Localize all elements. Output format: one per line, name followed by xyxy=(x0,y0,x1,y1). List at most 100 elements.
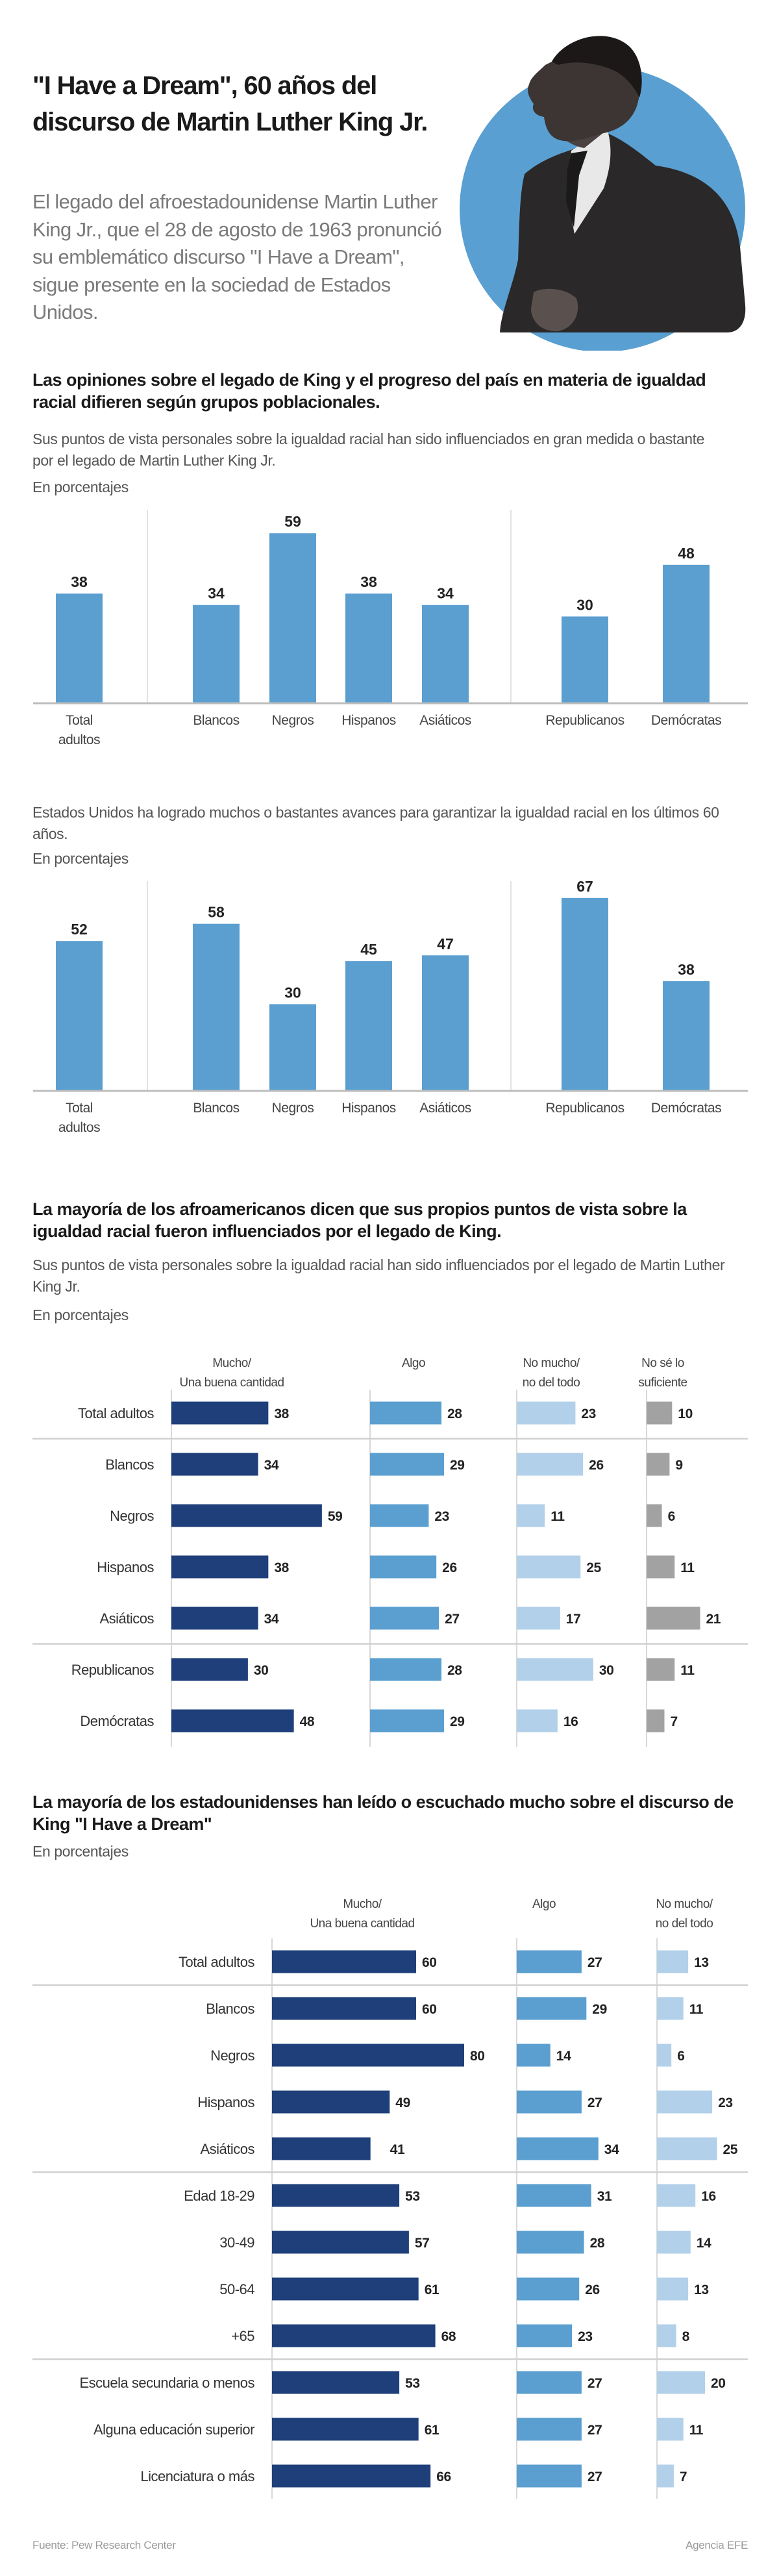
bar-segment xyxy=(647,1709,665,1732)
row-label: Negros xyxy=(210,2047,254,2064)
row-label: Hispanos xyxy=(97,1559,154,1575)
data-label: 59 xyxy=(284,513,301,530)
data-label: 26 xyxy=(589,1458,604,1473)
bar-segment xyxy=(657,1997,684,2020)
data-label: 38 xyxy=(274,1407,289,1421)
row-label: Alguna educación superior xyxy=(93,2421,254,2438)
source-credit: Fuente: Pew Research Center xyxy=(32,2539,176,2551)
legend-label: Una buena cantidad xyxy=(310,1917,414,1931)
data-label: 34 xyxy=(208,585,225,602)
data-label: 29 xyxy=(592,2002,607,2017)
bar-segment xyxy=(272,2184,400,2207)
data-label: 52 xyxy=(71,921,88,938)
data-label: 49 xyxy=(395,2095,410,2110)
bar-segment xyxy=(272,2044,464,2067)
bar-demócratas xyxy=(663,981,710,1090)
bar-segment xyxy=(517,2090,582,2114)
bar-segment xyxy=(657,2044,672,2067)
data-label: 29 xyxy=(450,1458,465,1473)
row-label: Republicanos xyxy=(71,1662,155,1678)
data-label: 14 xyxy=(697,2236,711,2251)
row-label: Escuela secundaria o menos xyxy=(80,2375,255,2391)
data-label: 10 xyxy=(678,1407,693,1421)
legend-label: No sé lo xyxy=(641,1357,684,1370)
data-label: 16 xyxy=(563,1714,578,1729)
bar-total-adultos xyxy=(56,941,103,1090)
data-label: 27 xyxy=(587,2095,602,2110)
data-label: 34 xyxy=(604,2142,619,2157)
chart3-horizontal-bar-chart: Mucho/Una buena cantidad Algo No mucho/no … xyxy=(32,1357,748,1747)
bar-segment xyxy=(657,2464,674,2488)
bar-segment xyxy=(272,2418,419,2441)
data-label: 28 xyxy=(590,2236,605,2251)
chart1-units: En porcentajes xyxy=(32,479,129,495)
data-label: 58 xyxy=(208,904,225,921)
data-label: 8 xyxy=(682,2329,690,2344)
chart2-subtitle: Estados Unidos ha logrado muchos o basta… xyxy=(32,804,719,842)
portrait-of-martin-luther-king-jr xyxy=(500,36,746,332)
category-label: Hispanos xyxy=(341,713,396,728)
category-label: Republicanos xyxy=(545,1101,624,1116)
bar-segment xyxy=(657,2371,705,2394)
data-label: 80 xyxy=(470,2049,485,2064)
data-label: 23 xyxy=(578,2329,593,2344)
chart2-units: En porcentajes xyxy=(32,850,129,867)
data-label: 31 xyxy=(597,2189,612,2204)
bar-segment xyxy=(517,1453,584,1476)
row-label: Demócratas xyxy=(80,1713,154,1729)
bar-segment xyxy=(517,1504,545,1527)
bar-segment xyxy=(517,2137,599,2160)
legend-label: Una buena cantidad xyxy=(179,1376,284,1390)
data-label: 26 xyxy=(585,2282,600,2297)
data-label: 23 xyxy=(718,2095,733,2110)
data-label: 14 xyxy=(556,2049,571,2064)
data-label: 67 xyxy=(576,878,593,895)
bar-segment xyxy=(171,1401,269,1425)
data-label: 26 xyxy=(442,1560,457,1575)
intro-paragraph: El legado del afroestadounidense Martin … xyxy=(32,190,442,323)
row-label: Blancos xyxy=(206,2001,254,2017)
bar-segment xyxy=(171,1555,269,1579)
data-label: 41 xyxy=(390,2142,405,2157)
data-label: 68 xyxy=(441,2329,456,2344)
bar-republicanos xyxy=(562,897,608,1090)
chart1-vertical-bar-chart: 38 Total adultos 34 Blancos 59 Negros 38 Hispano… xyxy=(33,510,748,747)
bar-segment xyxy=(370,1401,442,1425)
data-label: 11 xyxy=(689,2002,704,2017)
data-label: 28 xyxy=(447,1407,462,1421)
chart3-subtitle: Sus puntos de vista personales sobre la … xyxy=(32,1257,725,1295)
row-label: Licenciatura o más xyxy=(140,2468,254,2484)
bar-segment xyxy=(517,2418,582,2441)
data-label: 20 xyxy=(711,2376,726,2391)
bar-segment xyxy=(272,2090,390,2114)
bar-segment xyxy=(272,2324,436,2347)
data-label: 17 xyxy=(566,1612,581,1627)
bar-segment xyxy=(171,1709,294,1732)
data-label: 11 xyxy=(550,1509,565,1524)
row-label: Blancos xyxy=(105,1457,154,1473)
bar-segment xyxy=(517,1950,582,1973)
bar-segment xyxy=(517,2324,573,2347)
bar-segment xyxy=(517,2184,591,2207)
row-label: Total adultos xyxy=(179,1954,255,1970)
bar-hispanos xyxy=(345,961,392,1090)
data-label: 66 xyxy=(436,2470,451,2484)
data-label: 61 xyxy=(425,2282,439,2297)
chart3-heading: La mayoría de los afroamericanos dicen q… xyxy=(32,1199,687,1241)
bar-demócratas xyxy=(663,564,710,703)
bar-segment xyxy=(517,2371,582,2394)
data-label: 7 xyxy=(680,2470,687,2484)
bar-segment xyxy=(171,1453,258,1476)
category-label: Demócratas xyxy=(651,713,721,728)
page-title-line-1: "I Have a Dream", 60 años del xyxy=(32,71,377,100)
bar-segment xyxy=(171,1607,258,1630)
data-label: 38 xyxy=(71,573,88,590)
agency-credit: Agencia EFE xyxy=(686,2539,748,2551)
page-title: "I Have a Dream", 60 años del discurso d… xyxy=(32,68,474,140)
portrait-tie xyxy=(566,151,587,227)
page-title-line-2: discurso de Martin Luther King Jr. xyxy=(32,108,428,136)
row-label: Asiáticos xyxy=(200,2141,254,2157)
bar-segment xyxy=(517,1401,576,1425)
category-label: Total xyxy=(66,1101,93,1116)
row-label: +65 xyxy=(231,2328,254,2344)
